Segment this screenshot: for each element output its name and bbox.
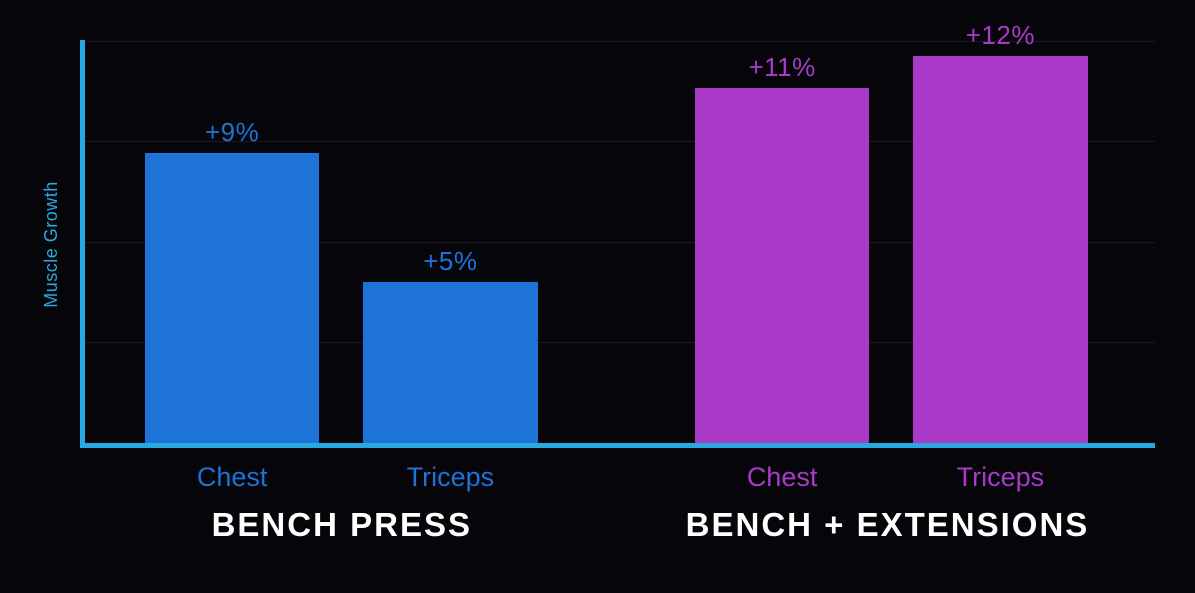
- x-axis: [80, 443, 1155, 448]
- x-tick-label: Triceps: [363, 462, 537, 493]
- x-tick-label: Chest: [145, 462, 319, 493]
- group-label: BENCH PRESS: [85, 506, 599, 544]
- x-tick-label: Chest: [695, 462, 869, 493]
- plot-area: +9% +5% +11% +12%: [80, 40, 1155, 448]
- group-labels: BENCH PRESS BENCH + EXTENSIONS: [85, 506, 1155, 556]
- bar: +12%: [913, 56, 1087, 443]
- bar-value-label: +12%: [913, 20, 1087, 51]
- bars-container: +9% +5% +11% +12%: [85, 40, 1155, 443]
- x-tick-labels: Chest Triceps Chest Triceps: [85, 458, 1155, 498]
- group-label: BENCH + EXTENSIONS: [620, 506, 1155, 544]
- bar-value-label: +9%: [145, 117, 319, 148]
- y-axis: [80, 40, 85, 448]
- bar: +9%: [145, 153, 319, 443]
- bar-value-label: +5%: [363, 246, 537, 277]
- y-axis-label-container: Muscle Growth: [36, 40, 66, 448]
- bar: +5%: [363, 282, 537, 443]
- y-axis-label: Muscle Growth: [41, 181, 62, 308]
- chart-frame: Muscle Growth +9% +5% +11% +12% Chest Tricep…: [0, 0, 1195, 593]
- x-tick-label: Triceps: [913, 462, 1087, 493]
- bar-value-label: +11%: [695, 52, 869, 83]
- bar: +11%: [695, 88, 869, 443]
